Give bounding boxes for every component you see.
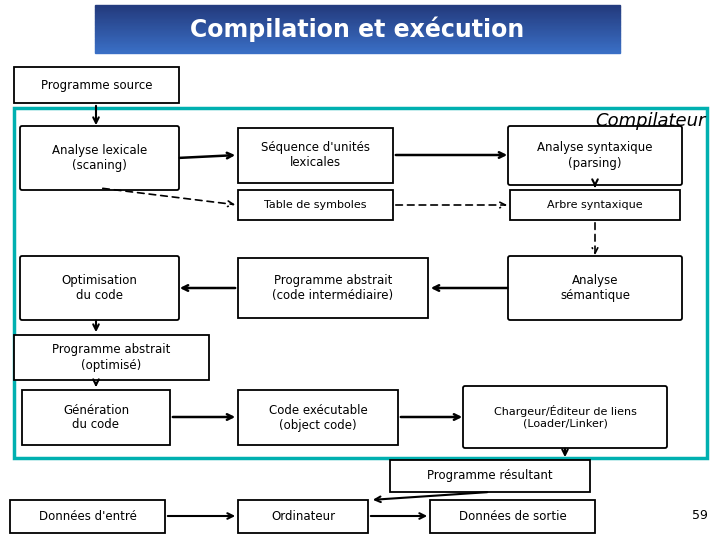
FancyBboxPatch shape — [20, 256, 179, 320]
Bar — [95, 25, 620, 26]
Bar — [95, 36, 620, 37]
Bar — [95, 30, 620, 31]
FancyBboxPatch shape — [463, 386, 667, 448]
FancyBboxPatch shape — [238, 128, 393, 183]
Bar — [95, 19, 620, 21]
Bar — [95, 49, 620, 51]
Bar — [95, 43, 620, 45]
FancyBboxPatch shape — [238, 258, 428, 318]
FancyBboxPatch shape — [510, 190, 680, 220]
Bar — [95, 34, 620, 35]
Text: Compilateur: Compilateur — [595, 112, 706, 130]
Text: Optimisation
du code: Optimisation du code — [62, 274, 138, 302]
Bar — [95, 37, 620, 38]
Bar — [95, 28, 620, 29]
Bar — [95, 23, 620, 24]
Bar — [95, 22, 620, 23]
Text: 59: 59 — [692, 509, 708, 522]
Bar — [95, 26, 620, 28]
Text: Données de sortie: Données de sortie — [459, 510, 567, 523]
Bar — [95, 17, 620, 18]
Bar — [95, 38, 620, 40]
Bar — [95, 24, 620, 25]
FancyBboxPatch shape — [238, 190, 393, 220]
Text: Analyse syntaxique
(parsing): Analyse syntaxique (parsing) — [537, 141, 653, 170]
Bar — [95, 6, 620, 8]
FancyBboxPatch shape — [508, 256, 682, 320]
Bar — [95, 52, 620, 53]
Bar — [95, 8, 620, 9]
FancyBboxPatch shape — [390, 460, 590, 492]
FancyBboxPatch shape — [238, 390, 398, 445]
Bar — [95, 32, 620, 34]
FancyBboxPatch shape — [22, 390, 170, 445]
Text: Chargeur/Éditeur de liens
(Loader/Linker): Chargeur/Éditeur de liens (Loader/Linker… — [494, 405, 636, 429]
FancyBboxPatch shape — [10, 500, 165, 533]
FancyBboxPatch shape — [20, 126, 179, 190]
Text: Séquence d'unités
lexicales: Séquence d'unités lexicales — [261, 141, 370, 170]
Text: Génération
du code: Génération du code — [63, 403, 129, 431]
Text: Programme résultant: Programme résultant — [427, 469, 553, 483]
Bar — [95, 16, 620, 17]
FancyBboxPatch shape — [14, 67, 179, 103]
FancyBboxPatch shape — [508, 126, 682, 185]
Bar — [95, 21, 620, 22]
Text: Code exécutable
(object code): Code exécutable (object code) — [269, 403, 367, 431]
Text: Table de symboles: Table de symboles — [264, 200, 366, 210]
FancyBboxPatch shape — [430, 500, 595, 533]
Bar — [95, 29, 620, 30]
Bar — [95, 42, 620, 43]
Text: Programme source: Programme source — [41, 78, 152, 91]
Bar — [14, 108, 707, 458]
Bar — [95, 15, 620, 16]
Bar — [95, 35, 620, 36]
Text: Données d'entré: Données d'entré — [39, 510, 136, 523]
Bar — [95, 46, 620, 47]
Text: Programme abstrait
(optimisé): Programme abstrait (optimisé) — [53, 343, 171, 372]
Bar — [95, 18, 620, 19]
FancyBboxPatch shape — [14, 335, 209, 380]
Bar — [95, 12, 620, 14]
Bar — [95, 48, 620, 49]
Bar — [95, 51, 620, 52]
Bar — [95, 5, 620, 6]
Text: Programme abstrait
(code intermédiaire): Programme abstrait (code intermédiaire) — [272, 274, 394, 302]
Bar — [95, 10, 620, 11]
Text: Compilation et exécution: Compilation et exécution — [190, 16, 525, 42]
Bar — [95, 11, 620, 12]
FancyBboxPatch shape — [238, 500, 368, 533]
Bar — [95, 40, 620, 41]
Bar — [95, 9, 620, 10]
Bar — [95, 41, 620, 42]
Text: Arbre syntaxique: Arbre syntaxique — [547, 200, 643, 210]
Text: Analyse lexicale
(scaning): Analyse lexicale (scaning) — [52, 144, 147, 172]
Text: Ordinateur: Ordinateur — [271, 510, 335, 523]
Text: Analyse
sémantique: Analyse sémantique — [560, 274, 630, 302]
Bar — [95, 31, 620, 32]
Bar — [95, 47, 620, 48]
Bar — [95, 45, 620, 46]
Bar — [95, 5, 620, 53]
Bar — [95, 14, 620, 15]
